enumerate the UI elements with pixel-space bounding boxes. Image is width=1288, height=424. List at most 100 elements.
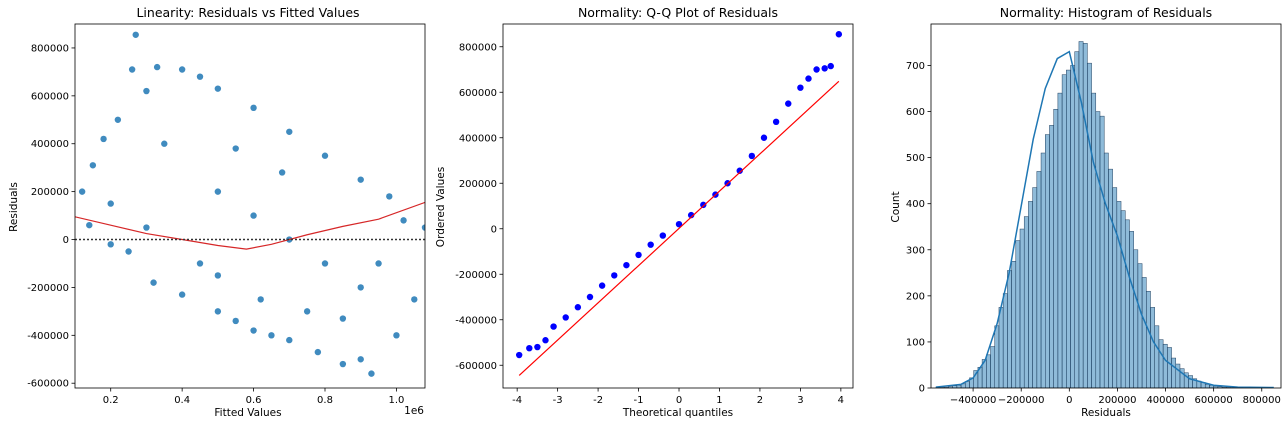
scatter-point [357, 284, 364, 291]
y-tick-label: 600 [906, 107, 925, 118]
scatter-point [286, 336, 293, 344]
histogram-bar [1120, 210, 1126, 388]
scatter-point [357, 176, 364, 183]
y-tick-label: -600000 [455, 361, 497, 372]
x-axis-label: Residuals [1081, 407, 1131, 419]
qq-point [835, 31, 843, 38]
histogram-panel: Normality: Histogram of Residuals Residu… [890, 5, 1282, 419]
qq-point [785, 100, 792, 107]
y-tick-label: 100 [906, 337, 925, 348]
histogram-bar [1150, 307, 1155, 388]
y-tick-label: -400000 [455, 315, 497, 326]
plot-frame [502, 23, 854, 389]
histogram-bar [1141, 277, 1147, 388]
qq-point [534, 343, 541, 351]
scatter-point [150, 279, 157, 286]
qq-point [821, 65, 828, 72]
y-axis-label: Count [890, 191, 902, 222]
scatter-point [250, 104, 257, 112]
scatter-point [143, 87, 150, 95]
histogram-bar [1116, 201, 1122, 388]
histogram-bar [1129, 231, 1134, 388]
qq-point [675, 221, 683, 228]
scatter-point [321, 152, 329, 159]
scatter-point [114, 116, 122, 123]
y-tick-label: 400000 [31, 139, 69, 150]
scatter-point [178, 291, 186, 298]
x-tick-label: 400000 [1146, 395, 1184, 406]
scatter-point [400, 217, 407, 224]
scatter-point [303, 308, 311, 315]
histogram-bar [956, 384, 962, 388]
histogram-bar [1036, 171, 1042, 388]
histogram-bar [1040, 152, 1046, 388]
x-tick-label: 800000 [1243, 395, 1281, 406]
qq-point [562, 314, 569, 321]
scatter-point [232, 145, 239, 152]
qq-point [598, 282, 606, 289]
scatter-point [421, 224, 425, 231]
x-tick-label: 200000 [1098, 395, 1136, 406]
histogram-bar [1032, 187, 1038, 388]
plot-frame [930, 23, 1282, 389]
qq-point [797, 84, 804, 91]
histogram-bar [1028, 201, 1033, 388]
y-tick-label: 500 [906, 153, 925, 164]
y-tick-label: 200 [906, 291, 925, 302]
scatter-point [132, 31, 139, 38]
scatter-point [78, 188, 86, 195]
scatter-point [125, 248, 132, 255]
y-tick-label: -400000 [27, 331, 69, 342]
scatter-point [250, 212, 257, 219]
y-tick-label: -200000 [27, 283, 69, 294]
scatter-point [368, 370, 375, 377]
x-tick-label: −200000 [998, 395, 1045, 406]
qq-point [550, 323, 557, 330]
scatter-point [268, 332, 275, 339]
histogram-bar [1091, 92, 1097, 388]
qq-point [647, 241, 654, 248]
scatter-point [375, 260, 382, 267]
scatter-point [214, 188, 222, 195]
histogram-bar [1171, 357, 1177, 388]
x-axis-label: Theoretical quantiles [622, 407, 733, 419]
qq-point [542, 337, 549, 344]
histogram-bar [1082, 43, 1088, 388]
y-tick-label: 0 [919, 384, 925, 395]
y-axis-label: Ordered Values [435, 167, 447, 247]
scatter-point [86, 221, 93, 229]
scatter-point [339, 360, 347, 368]
x-offset-label: 1e6 [404, 405, 424, 417]
qq-point [687, 211, 695, 219]
qq-point [805, 75, 812, 82]
histogram-bar [1057, 92, 1063, 388]
qq-point [611, 272, 618, 279]
histogram-bar [1124, 219, 1130, 388]
x-tick-label: 0.2 [103, 395, 119, 406]
qq-point [772, 118, 780, 126]
kde-curve [935, 50, 1274, 388]
x-tick-label: -4 [512, 395, 522, 406]
histogram-bar [1175, 363, 1181, 388]
qq-plot-panel: Normality: Q-Q Plot of Residuals Theoret… [435, 5, 854, 419]
histogram-bar [1108, 168, 1113, 388]
qq-point [515, 351, 523, 359]
histogram-bar [1167, 347, 1172, 388]
qq-point [736, 167, 743, 174]
histogram-bar [1015, 240, 1021, 388]
plot-area [935, 41, 1274, 388]
qq-point [700, 201, 707, 209]
histogram-bar [1011, 261, 1017, 388]
histogram-bar [1002, 293, 1008, 388]
qq-point [574, 304, 582, 311]
reference-line [518, 80, 840, 376]
histogram-bar [986, 354, 991, 388]
histogram-bar [1019, 228, 1025, 388]
scatter-point [386, 193, 393, 200]
qq-point [623, 261, 630, 269]
histogram-bar [1007, 270, 1012, 388]
x-tick-label: -3 [553, 395, 563, 406]
qq-point [748, 152, 756, 160]
histogram-bar [1133, 249, 1139, 388]
